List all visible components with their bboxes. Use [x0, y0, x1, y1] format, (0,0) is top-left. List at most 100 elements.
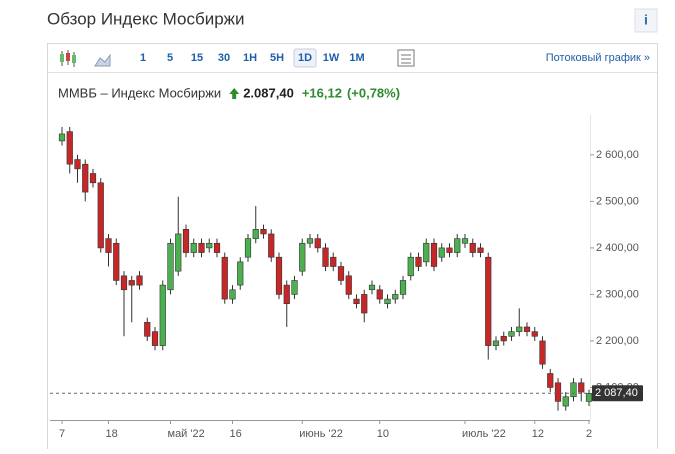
x-tick-label: 10: [377, 428, 389, 440]
candle-body: [454, 238, 461, 253]
x-tick-label: 2: [586, 428, 592, 440]
candle-body: [229, 289, 236, 300]
interval-button[interactable]: 5: [167, 52, 173, 64]
chart-frame: [47, 43, 658, 454]
candle-body: [523, 326, 531, 332]
candle-body: [562, 396, 569, 407]
candle-body: [485, 256, 492, 346]
candle-body: [508, 331, 515, 337]
candle-body: [578, 382, 585, 393]
candle-body: [144, 322, 151, 337]
candle-body: [570, 382, 577, 398]
y-tick-label: 2 600,00: [596, 149, 639, 161]
x-tick-label: 18: [106, 428, 118, 440]
active-interval-box[interactable]: [293, 48, 317, 68]
candle-body: [415, 256, 422, 267]
interval-button[interactable]: 1M: [349, 52, 364, 64]
candle-body: [252, 229, 259, 239]
candle-type-icon[interactable]: [60, 50, 76, 67]
info-icon[interactable]: i: [644, 12, 648, 28]
candle-body: [314, 238, 321, 249]
candle-body: [337, 266, 345, 281]
instrument-name: ММВБ – Индекс Мосбиржи: [58, 85, 221, 100]
candle-body: [128, 280, 135, 286]
candle-body: [469, 242, 476, 253]
candle-body: [283, 284, 290, 305]
candle-body: [330, 256, 337, 267]
candle-body: [260, 229, 267, 235]
candle-body: [392, 294, 399, 300]
candle-body: [423, 242, 430, 263]
interval-button[interactable]: 1D: [298, 52, 312, 64]
y-tick-label: 2 200,00: [596, 335, 639, 347]
interval-button[interactable]: 1: [140, 52, 146, 64]
stream-link[interactable]: Потоковый график »: [546, 52, 650, 64]
candle-body: [438, 247, 445, 258]
info-button[interactable]: [634, 8, 658, 33]
candle-body: [113, 242, 120, 281]
y-tick-label: 2 500,00: [596, 195, 639, 207]
candle-body: [299, 242, 306, 272]
candle-body: [477, 247, 484, 253]
table-icon[interactable]: [397, 49, 415, 67]
x-tick-label: май '22: [168, 428, 205, 440]
candle-body: [368, 284, 376, 291]
candle-body: [407, 256, 414, 277]
candle-body: [500, 335, 507, 342]
last-price-tag: [592, 385, 643, 402]
candle-body: [461, 238, 469, 244]
candle-body: [198, 242, 205, 253]
candle-body: [151, 331, 159, 346]
candle-body: [105, 238, 112, 253]
candle-body: [237, 261, 244, 286]
y-tick-label: 2 400,00: [596, 242, 639, 254]
candle-body: [399, 280, 407, 295]
candle-body: [221, 256, 228, 300]
interval-button[interactable]: 1W: [323, 52, 340, 64]
candle-body: [306, 238, 314, 244]
page-title: Обзор Индекс Мосбиржи: [47, 9, 245, 28]
candle-body: [531, 331, 538, 337]
candle-body: [74, 159, 81, 170]
x-tick-label: 12: [532, 428, 544, 440]
candle-body: [175, 233, 182, 272]
x-tick-label: 16: [230, 428, 242, 440]
candle-body: [97, 182, 104, 249]
candle-body: [268, 233, 275, 258]
candle-body: [182, 229, 190, 253]
interval-button[interactable]: 15: [191, 52, 203, 64]
candle-body: [492, 340, 500, 346]
candle-body: [446, 247, 453, 253]
candle-body: [585, 393, 593, 402]
candle-body: [66, 131, 73, 165]
candle-body: [539, 340, 546, 365]
last-price: 2.087,40: [243, 85, 294, 100]
up-arrow: [229, 88, 240, 99]
candle-body: [89, 173, 97, 184]
last-price-label: 2 087,40: [595, 387, 638, 399]
candle-body: [291, 280, 298, 295]
candle-body: [136, 275, 143, 286]
area-type-icon[interactable]: [94, 53, 111, 67]
candle-body: [244, 238, 252, 258]
candle-body: [384, 298, 391, 305]
candle-body: [353, 298, 360, 305]
candle-body: [159, 284, 166, 346]
candle-body: [82, 163, 89, 193]
interval-button[interactable]: 1H: [243, 52, 257, 64]
candle-body: [58, 133, 66, 142]
candle-body: [430, 242, 438, 267]
candle-body: [120, 275, 128, 291]
interval-button[interactable]: 5H: [270, 52, 284, 64]
interval-button[interactable]: 30: [218, 52, 230, 64]
price-change-pct: (+0,78%): [347, 85, 400, 100]
x-tick-label: июнь '22: [299, 428, 343, 440]
candle-body: [167, 242, 174, 291]
candle-body: [190, 242, 197, 253]
candle-body: [206, 242, 213, 249]
candle-body: [516, 326, 523, 332]
candle-body: [275, 256, 283, 295]
candle-body: [547, 373, 554, 388]
price-change: +16,12: [302, 85, 342, 100]
